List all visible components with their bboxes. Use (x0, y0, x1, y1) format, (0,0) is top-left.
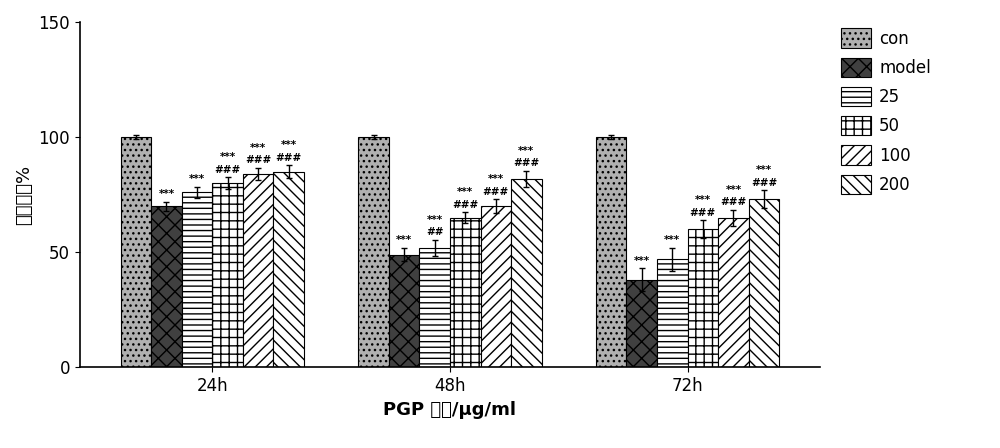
Bar (511, 179, 542, 367)
Bar (358, 137, 389, 367)
Text: ***: *** (488, 174, 504, 184)
Text: ###: ### (452, 200, 478, 210)
Text: ###: ### (276, 153, 302, 163)
Y-axis label: 细胞活力%: 细胞活力% (15, 164, 33, 225)
Text: ###: ### (751, 178, 777, 188)
Text: ***: *** (220, 152, 236, 163)
Bar (688, 229, 718, 367)
Text: ***: *** (725, 185, 741, 195)
Text: ##: ## (426, 227, 443, 237)
Text: ***: *** (695, 195, 711, 205)
Text: ***: *** (457, 187, 473, 197)
Text: ###: ### (245, 155, 271, 165)
Bar (212, 183, 243, 367)
Text: ***: *** (158, 190, 175, 199)
Bar (389, 254, 419, 367)
Text: ###: ### (214, 165, 241, 175)
Text: ***: *** (427, 215, 443, 224)
Text: ***: *** (634, 256, 650, 266)
Bar (626, 280, 657, 367)
Text: ***: *** (518, 146, 534, 155)
Bar (749, 199, 779, 367)
Text: ###: ### (483, 187, 509, 197)
Bar (273, 172, 304, 367)
Bar (121, 137, 151, 367)
Bar (596, 137, 626, 367)
Text: ***: *** (281, 140, 297, 150)
Text: ***: *** (664, 235, 680, 246)
X-axis label: PGP 浓度/μg/ml: PGP 浓度/μg/ml (383, 401, 516, 418)
Bar (419, 248, 450, 367)
Bar (718, 218, 749, 367)
Bar (481, 206, 511, 367)
Bar (182, 192, 212, 367)
Bar (450, 218, 481, 367)
Text: ***: *** (189, 174, 205, 184)
Text: ###: ### (513, 158, 539, 168)
Legend: con, model, 25, 50, 100, 200: con, model, 25, 50, 100, 200 (836, 23, 936, 199)
Text: ***: *** (396, 235, 412, 246)
Text: ***: *** (756, 165, 772, 175)
Bar (151, 206, 182, 367)
Text: ###: ### (720, 197, 747, 207)
Bar (657, 259, 688, 367)
Text: ***: *** (250, 142, 266, 153)
Bar (243, 174, 273, 367)
Text: ###: ### (690, 208, 716, 218)
